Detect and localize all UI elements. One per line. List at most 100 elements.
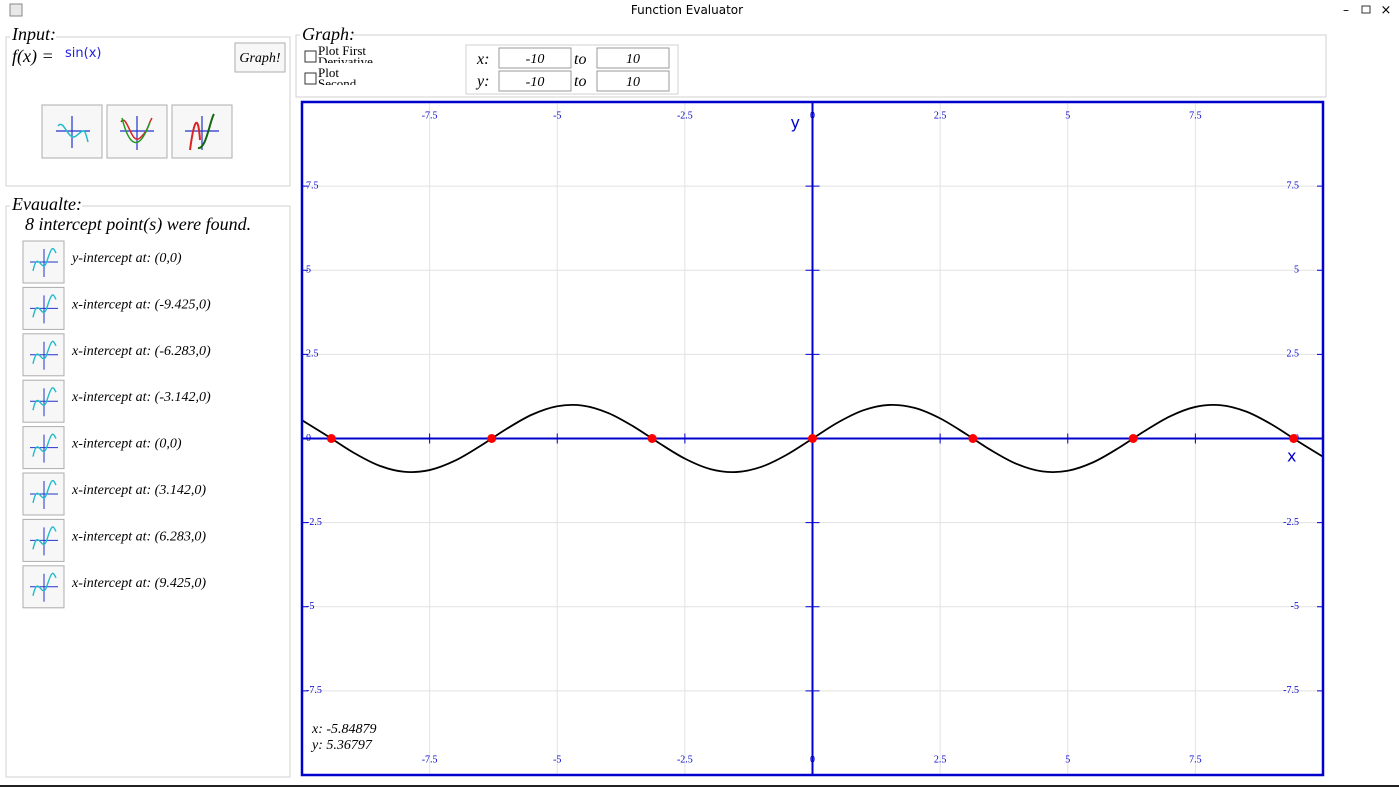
x-tick-label: 7.5 (1189, 754, 1202, 765)
x-tick-label: 5 (1065, 110, 1070, 121)
title-bar: Function Evaluator – × (9, 3, 1392, 18)
y-tick-label: 5 (1294, 265, 1299, 276)
to-label: to (574, 51, 586, 68)
result-text: x-intercept at: (6.283,0) (71, 529, 206, 544)
result-text: x-intercept at: (-3.142,0) (71, 390, 211, 405)
checkbox[interactable] (304, 72, 317, 85)
intercept-point (808, 434, 817, 443)
x-tick-label: 2.5 (934, 754, 947, 765)
y-tick-label: 2.5 (306, 349, 319, 360)
intercept-point (326, 434, 336, 443)
input-label: Input: (11, 24, 56, 44)
result-icon (30, 295, 58, 324)
x-tick-label: -2.5 (677, 754, 693, 765)
result-icon (32, 479, 57, 504)
result-icon (30, 573, 58, 602)
plot-buttons (41, 104, 233, 159)
x-tick-label: -7.5 (422, 754, 438, 765)
window-title: Function Evaluator (631, 3, 743, 17)
y-tick-label: -2.5 (306, 517, 322, 528)
x-from-input[interactable] (498, 47, 572, 69)
result-icon (30, 527, 58, 556)
y-range-label: y: (475, 73, 489, 90)
x-axis-label: x (1287, 447, 1296, 466)
app-icon (9, 3, 23, 17)
plot-border (300, 100, 1325, 777)
evaluate-group (5, 205, 291, 778)
expression[interactable]: sin(x) (65, 46, 101, 61)
group-label-bg (10, 196, 82, 212)
checkbox[interactable] (304, 50, 317, 63)
y-tick-label: 2.5 (1287, 349, 1300, 360)
x-from-value[interactable]: -10 (526, 52, 545, 67)
graph-label: Graph: (302, 24, 355, 44)
icon (189, 121, 201, 151)
minimize-button[interactable]: – (1343, 3, 1349, 17)
group-label-bg (300, 27, 352, 43)
x-to-value[interactable]: 10 (626, 52, 640, 67)
icon (197, 113, 215, 149)
graph-button[interactable] (234, 42, 286, 73)
group-label-bg (10, 28, 56, 44)
y-from-value[interactable]: -10 (526, 75, 545, 90)
intercept-point (1128, 434, 1138, 443)
result-text: x-intercept at: (-6.283,0) (71, 344, 211, 359)
icon (57, 123, 89, 143)
y-axis-label: y (791, 113, 800, 132)
y-tick-label: -7.5 (306, 685, 322, 696)
range-group (465, 44, 679, 95)
close-button[interactable]: × (1381, 3, 1392, 18)
y-to-input[interactable] (596, 70, 670, 92)
cursor-y: y: 5.36797 (310, 738, 373, 753)
evaluate-label: Evaualte: (11, 194, 82, 214)
x-tick-label: -7.5 (422, 110, 438, 121)
result-text: x-intercept at: (0,0) (71, 437, 182, 452)
result-icon (30, 481, 58, 509)
result-icon (32, 572, 57, 596)
checkbox-label: Plot Second Derivative (318, 67, 357, 85)
intercept-point (487, 434, 497, 443)
result-icon (32, 433, 57, 457)
y-tick-label: -2.5 (1283, 517, 1299, 528)
first-derivative-label[interactable]: Plot First Derivative (318, 45, 373, 63)
fx-label: f(x) = (12, 46, 54, 67)
second-derivative-label[interactable]: Plot Second Derivative (318, 67, 357, 85)
y-tick-label: 5 (306, 265, 311, 276)
y-to-value[interactable]: 10 (626, 75, 640, 90)
x-tick-label: -5 (553, 754, 561, 765)
icon (121, 117, 151, 144)
y-from-input[interactable] (498, 70, 572, 92)
x-to-input[interactable] (596, 47, 670, 69)
x-tick-label: -2.5 (677, 110, 693, 121)
result-text: x-intercept at: (9.425,0) (71, 576, 206, 591)
result-text: x-intercept at: (-9.425,0) (71, 297, 211, 312)
y-tick-label: -5 (306, 601, 314, 612)
summary: 8 intercept point(s) were found. (25, 214, 251, 235)
to-label: to (574, 73, 586, 90)
result-icon (30, 341, 58, 370)
result-icon (30, 434, 58, 463)
graph-group (295, 34, 1327, 98)
y-tick-label: 7.5 (1287, 180, 1300, 191)
x-tick-label: 7.5 (1189, 110, 1202, 121)
result-text: x-intercept at: (3.142,0) (71, 483, 206, 498)
intercept-point (647, 434, 657, 443)
result-text: y-intercept at: (0,0) (70, 251, 182, 266)
intercept-point (968, 434, 978, 443)
result-icon (32, 387, 57, 411)
x-tick-label: 5 (1065, 754, 1070, 765)
y-tick-label: 7.5 (306, 180, 319, 191)
result-icon (32, 247, 57, 272)
result-icon (32, 294, 57, 318)
result-list: y-intercept at: (0,0) x-intercept at: (-9… (22, 240, 211, 609)
plot: -7.5-7.5-5-5-2.5-2.5002.52.5557.57.5-7.5… (302, 102, 1323, 775)
intercept-point (1289, 434, 1299, 443)
result-icon (30, 249, 58, 277)
result-icon (32, 340, 57, 364)
y-tick-label: -5 (1291, 601, 1299, 612)
restore-button[interactable] (1361, 5, 1371, 14)
graph-button-label[interactable]: Graph! (239, 51, 281, 66)
y-tick-label: -7.5 (1283, 685, 1299, 696)
